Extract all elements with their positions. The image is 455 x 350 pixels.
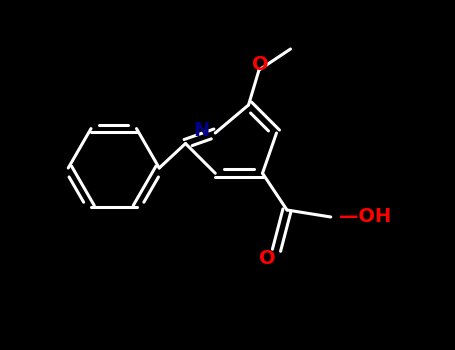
Text: N: N <box>193 121 209 140</box>
Text: —OH: —OH <box>339 208 392 226</box>
Text: O: O <box>253 55 269 74</box>
Text: O: O <box>259 249 276 268</box>
